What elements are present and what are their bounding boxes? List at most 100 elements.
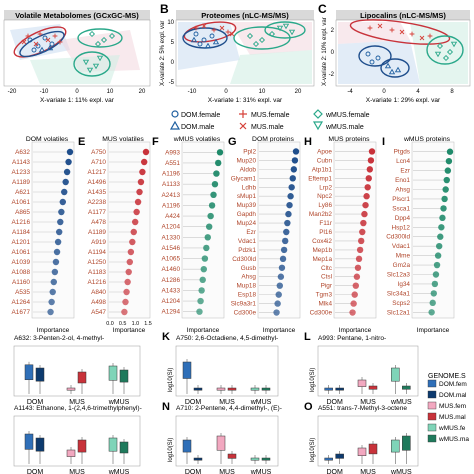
scatter-point bbox=[276, 25, 284, 32]
importance-xlabel: Importance bbox=[339, 327, 372, 334]
importance-point bbox=[53, 248, 61, 256]
box-category-label: MUS bbox=[360, 469, 376, 474]
panel-letter: N bbox=[162, 401, 170, 413]
importance-label: A1264 bbox=[12, 299, 31, 306]
box-category-label: wMUS bbox=[390, 399, 412, 406]
importance-label: Hsp12 bbox=[392, 224, 411, 231]
pca-b-xlabel: X-variate 1: 31% expl. var bbox=[208, 97, 283, 104]
importance-point bbox=[352, 282, 359, 289]
importance-point bbox=[213, 170, 220, 177]
importance-label: A547 bbox=[91, 309, 106, 316]
pca-c-ellipse-green bbox=[426, 35, 464, 65]
importance-label: A1189 bbox=[88, 229, 106, 236]
pca-a-ellipse-green bbox=[77, 28, 123, 48]
importance-point bbox=[429, 299, 436, 307]
scatter-point bbox=[86, 67, 94, 74]
importance-point bbox=[367, 157, 375, 164]
box-rect bbox=[35, 437, 45, 452]
scatter-point bbox=[434, 51, 442, 58]
importance-point bbox=[356, 246, 364, 254]
importance-point bbox=[201, 255, 209, 262]
diamond-icon bbox=[313, 109, 323, 119]
scatter-point bbox=[389, 27, 395, 33]
pca-b-header bbox=[176, 10, 314, 20]
importance-point bbox=[210, 191, 217, 199]
pca-c-ellipse-blue-2 bbox=[380, 58, 410, 78]
box-rect bbox=[402, 385, 411, 390]
importance-label: Npc2 bbox=[317, 193, 332, 200]
box-panel-n: N A710: 2-Pentene, 4,4-dimethyl-, (E)- log… bbox=[162, 401, 282, 474]
importance-label: Eftemp1 bbox=[308, 175, 332, 182]
scatter-point bbox=[219, 25, 225, 31]
importance-point bbox=[276, 282, 283, 289]
importance-label: Atp1b1 bbox=[312, 166, 333, 173]
scatter-point bbox=[427, 33, 433, 39]
box-frame bbox=[175, 345, 279, 397]
legend-label: DOM.female bbox=[181, 112, 220, 119]
importance-label: Cubn bbox=[317, 157, 333, 164]
importance-label: A919 bbox=[91, 239, 106, 246]
scatter-point bbox=[367, 25, 373, 31]
box-rect bbox=[391, 439, 400, 453]
importance-point bbox=[49, 288, 56, 296]
pca-c-ellipse-red bbox=[349, 19, 451, 45]
importance-label: Vdac1 bbox=[392, 243, 411, 250]
importance-point bbox=[275, 291, 282, 298]
importance-label: Cd300e bbox=[310, 310, 333, 317]
box-category-label: DOM bbox=[185, 469, 202, 474]
importance-point bbox=[358, 237, 365, 245]
importance-label: Ppl2 bbox=[243, 148, 256, 155]
importance-point bbox=[365, 175, 372, 182]
box-frame bbox=[13, 345, 141, 397]
importance-point bbox=[132, 218, 139, 226]
x-icon bbox=[239, 122, 247, 130]
importance-point bbox=[434, 252, 442, 259]
box-title: A632: 3-Penten-2-ol, 4-methyl- bbox=[14, 335, 104, 342]
legend-label: DOM.fem bbox=[439, 381, 467, 388]
scatter-point bbox=[436, 42, 444, 50]
pca-a-xticks: -20 -10 0 10 20 bbox=[8, 89, 146, 95]
importance-label: Ldhb bbox=[242, 184, 257, 191]
importance-point bbox=[122, 298, 129, 306]
importance-label: Cox4i2 bbox=[312, 238, 332, 245]
box-rect bbox=[108, 437, 118, 452]
panel-letter: L bbox=[304, 331, 311, 343]
scatter-point bbox=[225, 29, 231, 35]
importance-point bbox=[123, 288, 130, 296]
importance-point bbox=[50, 278, 57, 286]
pca-b-ytick-4: 10 bbox=[167, 20, 174, 26]
scatter-point bbox=[52, 33, 58, 39]
box-rect bbox=[250, 387, 260, 391]
importance-label: Vdac1 bbox=[238, 238, 257, 245]
importance-point bbox=[433, 261, 441, 269]
importance-label: A1217 bbox=[88, 169, 107, 176]
importance-point bbox=[291, 157, 299, 164]
importance-point bbox=[285, 210, 292, 218]
pca-a-ellipse-blue bbox=[19, 30, 65, 58]
box-rect bbox=[77, 439, 87, 453]
importance-point bbox=[196, 308, 203, 315]
importance-title: wMUS proteins bbox=[403, 136, 451, 143]
importance-label: A750 bbox=[91, 149, 106, 156]
importance-label: Gapdh bbox=[237, 211, 257, 218]
panel-letter: I bbox=[382, 136, 385, 148]
importance-point bbox=[133, 208, 140, 216]
box-category-label: wMUS bbox=[108, 399, 130, 406]
importance-label: A1184 bbox=[12, 229, 30, 236]
box-category-label: MUS bbox=[219, 469, 235, 474]
box-rect bbox=[324, 387, 333, 391]
legend-swatch bbox=[427, 379, 437, 388]
legend-label: DOM.mal bbox=[439, 392, 467, 399]
pca-a-xtick-1: -20 bbox=[8, 89, 17, 95]
importance-point bbox=[437, 233, 444, 240]
pca-c-xticks: -4 0 4 8 bbox=[347, 89, 454, 95]
pca-c-points bbox=[365, 23, 458, 75]
importance-point bbox=[431, 280, 439, 288]
importance-point bbox=[134, 198, 142, 206]
scatter-point bbox=[193, 25, 199, 31]
importance-point bbox=[282, 237, 289, 245]
box-rect bbox=[193, 457, 203, 461]
box-rect bbox=[119, 441, 129, 454]
importance-label: Ig34 bbox=[398, 281, 411, 288]
importance-title: MUS volatiles bbox=[102, 136, 144, 143]
